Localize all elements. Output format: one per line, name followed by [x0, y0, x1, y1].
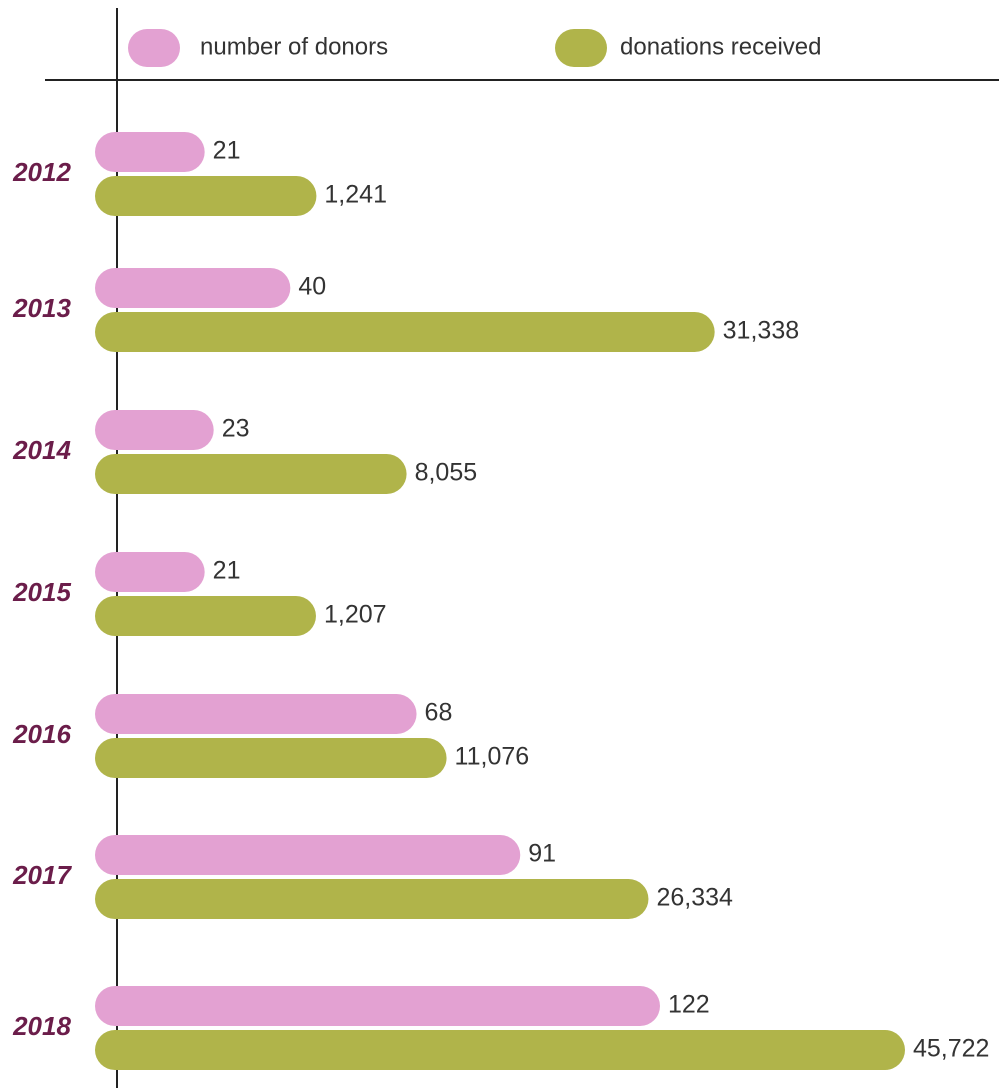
bar [95, 312, 715, 352]
bar [95, 835, 521, 875]
bar [95, 454, 407, 494]
value-label: 21 [213, 557, 241, 585]
category-label: 2013 [12, 293, 71, 323]
value-label: 1,207 [324, 601, 387, 629]
bar [95, 132, 205, 172]
value-label: 122 [668, 991, 710, 1019]
value-label: 45,722 [913, 1035, 989, 1063]
value-label: 68 [425, 699, 453, 727]
category-label: 2012 [12, 157, 71, 187]
bar [95, 268, 291, 308]
value-label: 91 [528, 840, 556, 868]
category-label: 2017 [12, 860, 72, 890]
legend-label: donations received [620, 33, 821, 60]
value-label: 8,055 [415, 459, 478, 487]
legend-swatch [128, 29, 180, 67]
value-label: 11,076 [455, 743, 530, 771]
bar [95, 738, 447, 778]
bar [95, 176, 317, 216]
category-label: 2016 [12, 719, 71, 749]
bar [95, 596, 316, 636]
bar [95, 552, 205, 592]
bar [95, 1030, 905, 1070]
bar [95, 694, 417, 734]
bar [95, 879, 649, 919]
legend-label: number of donors [200, 33, 388, 60]
bar [95, 410, 214, 450]
value-label: 31,338 [723, 317, 799, 345]
bar [95, 986, 660, 1026]
value-label: 40 [298, 273, 326, 301]
value-label: 26,334 [656, 884, 733, 912]
legend-swatch [555, 29, 607, 67]
category-label: 2014 [12, 435, 71, 465]
category-label: 2015 [12, 577, 71, 607]
value-label: 1,241 [324, 181, 387, 209]
value-label: 21 [213, 137, 241, 165]
value-label: 23 [222, 415, 250, 443]
category-label: 2018 [12, 1011, 71, 1041]
